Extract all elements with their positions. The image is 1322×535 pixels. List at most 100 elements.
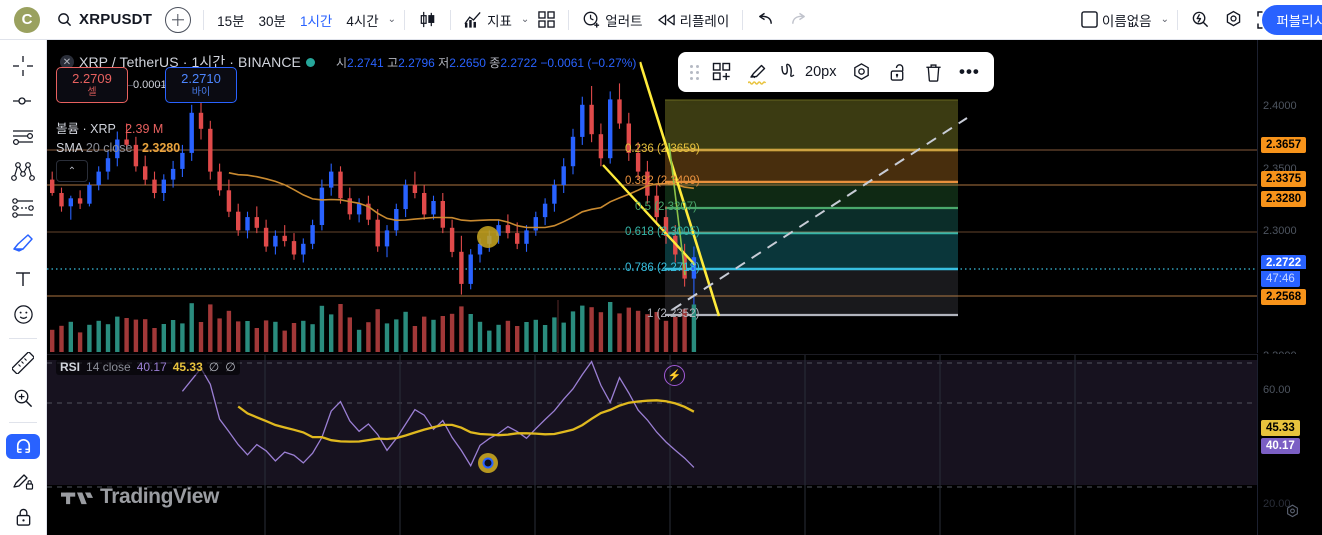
layout-name-label: 이름없음 — [1101, 13, 1152, 29]
text-tool[interactable] — [6, 266, 40, 292]
price-pane[interactable]: ✕ XRP / TetherUS · 1시간 · BINANCE 시2.2741… — [47, 40, 1257, 353]
replay-button[interactable]: 리플레이 — [650, 5, 737, 35]
symbol-label: XRPUSDT — [79, 11, 153, 28]
rsi-legend-value-3: ∅ — [208, 360, 220, 374]
indicators-label: 지표 — [487, 13, 512, 29]
volume-legend[interactable]: 볼륨 · XRP 2.39 M — [56, 118, 163, 137]
emoji-tool[interactable] — [6, 302, 40, 328]
zoom-in-tool[interactable] — [6, 385, 40, 411]
trend-channel-drawing[interactable] — [47, 40, 1257, 353]
line-style-button[interactable]: 20px — [777, 56, 842, 88]
pitchfork-tool[interactable] — [6, 160, 40, 186]
redo-button[interactable] — [782, 5, 815, 35]
candlestick-series — [50, 83, 697, 307]
rsi-tick: 60.00 — [1263, 384, 1291, 396]
quick-search-button[interactable] — [1184, 5, 1217, 35]
spread-connector — [157, 85, 165, 86]
symbol-search[interactable]: XRPUSDT — [50, 5, 159, 35]
ohlc-close: 2.2722 — [500, 55, 538, 70]
rsi-legend-value-2: 45.33 — [172, 360, 203, 374]
rsi-background — [47, 360, 1257, 485]
lock-drawings-tool[interactable] — [6, 505, 40, 531]
fib-label-0618: 0.618 (2.3005) — [625, 226, 700, 238]
timeframe-dropdown-icon[interactable]: ⌄ — [387, 14, 397, 25]
settings-icon[interactable] — [844, 56, 878, 88]
fast-search-icon — [1191, 10, 1210, 29]
trash-icon[interactable] — [916, 56, 950, 88]
rsi-legend-value-1: 40.17 — [136, 360, 167, 374]
publish-button[interactable]: 퍼블리시 — [1262, 5, 1322, 35]
ohlc-open: 2.2741 — [347, 55, 384, 70]
countdown-badge: 47:46 — [1261, 271, 1300, 287]
market-status-dot — [305, 57, 315, 67]
drag-handle[interactable] — [690, 64, 699, 80]
alert-button[interactable]: 얼러트 — [575, 5, 649, 35]
rsi-badge-sma[interactable]: 45.33 — [1261, 420, 1300, 436]
price-badge-level[interactable]: 2.2568 — [1261, 289, 1307, 305]
chart-style-button[interactable] — [411, 5, 444, 35]
divider — [203, 9, 205, 30]
cursor-crosshair-tool[interactable] — [6, 53, 40, 79]
sma-legend[interactable]: SMA 20 close 2.3280 — [56, 141, 180, 155]
brush-highlighter-tool[interactable] — [6, 231, 40, 257]
volume-legend-value: 2.39 M — [125, 122, 164, 136]
horizontal-lines-tool[interactable] — [6, 124, 40, 150]
trend-line-tool[interactable] — [6, 89, 40, 115]
spread-connector — [128, 85, 133, 86]
collapse-legend-button[interactable]: ⌃ — [56, 160, 88, 182]
search-icon — [57, 12, 72, 27]
indicators-button[interactable]: 지표 — [457, 5, 519, 35]
undo-button[interactable] — [749, 5, 782, 35]
rsi-marker-circle[interactable] — [47, 355, 1257, 535]
lightning-icon[interactable]: ⚡ — [664, 365, 685, 386]
projection-dashed-line[interactable] — [47, 40, 1257, 353]
replay-label: 리플레이 — [679, 13, 730, 29]
close-icon[interactable]: ✕ — [60, 55, 74, 69]
rsi-axis[interactable]: 60.00 20.00 45.33 40.17 — [1257, 354, 1322, 535]
buy-price-badge[interactable]: 2.2710 바이 — [165, 67, 237, 103]
layout-save-button[interactable]: 이름없음 — [1074, 5, 1159, 35]
tradingview-logo-icon — [61, 492, 93, 505]
divider — [450, 9, 452, 30]
price-axis[interactable]: 2.4000 2.3500 2.3000 2.2000 2.3657 2.337… — [1257, 40, 1322, 382]
timeframe-15m[interactable]: 15분 — [217, 13, 245, 29]
timeframe-30m[interactable]: 30분 — [258, 13, 286, 29]
unlock-icon[interactable] — [880, 56, 914, 88]
drawing-tools-rail — [0, 40, 47, 535]
timeframe-4h[interactable]: 4시간 — [346, 13, 379, 29]
add-symbol-button[interactable] — [159, 5, 197, 35]
tradingview-watermark: TradingView — [61, 485, 219, 509]
price-badge-last[interactable]: 2.2722 — [1261, 255, 1307, 269]
more-options-icon[interactable]: ••• — [959, 62, 980, 81]
layout-dropdown-icon[interactable]: ⌄ — [1160, 14, 1169, 25]
indicators-dropdown-icon[interactable]: ⌄ — [520, 14, 530, 25]
price-badge-fib382[interactable]: 2.3375 — [1261, 171, 1307, 187]
ohlc-close-label: 종 — [489, 55, 501, 70]
magnet-tool[interactable] — [6, 433, 40, 459]
avatar[interactable]: C — [14, 6, 40, 33]
fib-retracement-tool[interactable] — [6, 195, 40, 221]
price-badge-sma[interactable]: 2.3280 — [1261, 191, 1307, 207]
highlighter-icon[interactable] — [741, 56, 775, 88]
ohlc-high-label: 고 — [387, 55, 399, 70]
rsi-pane[interactable]: RSI 14 close 40.17 45.33 ∅ ∅ — [47, 354, 1257, 535]
sma-legend-value: 2.3280 — [141, 141, 181, 155]
drawing-mode-tool[interactable] — [6, 469, 40, 495]
rsi-legend-name: RSI — [60, 360, 81, 374]
layout-grid-button[interactable] — [531, 5, 562, 35]
ohlc-change: −0.0061 (−0.27%) — [540, 55, 637, 70]
sell-price-badge[interactable]: 2.2709 셀 — [56, 67, 128, 103]
drawing-floating-toolbar[interactable]: 20px ••• — [678, 52, 995, 92]
templates-icon[interactable] — [705, 56, 739, 88]
rsi-settings-icon[interactable] — [1285, 504, 1300, 522]
measure-ruler-tool[interactable] — [6, 350, 40, 376]
price-badge-fib236[interactable]: 2.3657 — [1261, 137, 1307, 153]
fib-label-05: 0.5 (2.3207) — [635, 201, 698, 213]
rsi-badge-value[interactable]: 40.17 — [1261, 438, 1300, 454]
rsi-legend[interactable]: RSI 14 close 40.17 45.33 ∅ ∅ — [56, 359, 240, 375]
highlighter-circle-marker[interactable] — [47, 40, 1257, 353]
timeframe-1h[interactable]: 1시간 — [299, 13, 333, 29]
chart-container[interactable]: ✕ XRP / TetherUS · 1시간 · BINANCE 시2.2741… — [47, 40, 1322, 535]
gear-icon — [1224, 10, 1243, 29]
settings-button[interactable] — [1217, 5, 1250, 35]
